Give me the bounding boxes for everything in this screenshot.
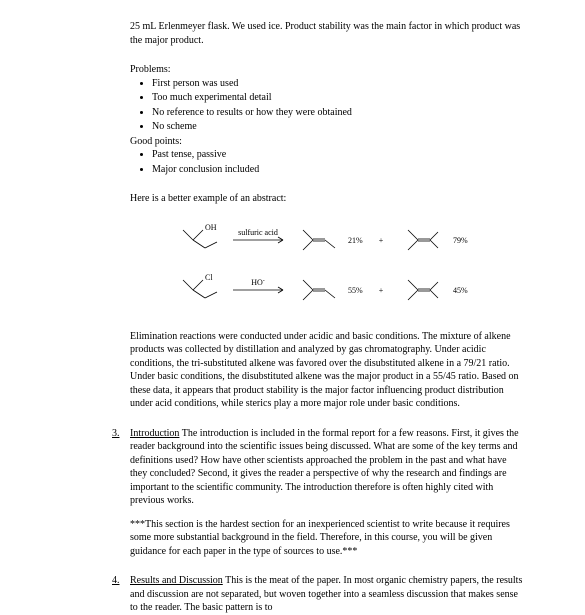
svg-text:Cl: Cl <box>205 273 213 282</box>
problems-block: Problems: First person was used Too much… <box>130 63 525 176</box>
goodpoints-heading: Good points: <box>130 135 525 149</box>
section-body: The introduction is included in the form… <box>130 428 519 507</box>
svg-text:sulfuric acid: sulfuric acid <box>238 228 278 237</box>
note-text: ***This section is the hardest section f… <box>130 519 510 557</box>
section-number: 4. <box>112 574 120 588</box>
section-title: Results and Discussion <box>130 575 223 586</box>
section-3-note: ***This section is the hardest section f… <box>130 518 525 559</box>
list-item: First person was used <box>152 77 525 91</box>
problems-heading: Problems: <box>130 63 525 77</box>
section-3-introduction: 3. Introduction The introduction is incl… <box>112 427 525 508</box>
svg-text:OH: OH <box>205 223 217 232</box>
svg-text:+: + <box>378 236 383 245</box>
svg-text:45%: 45% <box>453 286 468 295</box>
svg-text:HO-: HO- <box>251 278 265 287</box>
list-item: No reference to results or how they were… <box>152 106 525 120</box>
intro-text: 25 mL Erlenmeyer flask. We used ice. Pro… <box>130 21 520 46</box>
elimination-paragraph: Elimination reactions were conducted und… <box>130 330 525 411</box>
list-item: Past tense, passive <box>152 148 525 162</box>
section-4-results: 4. Results and Discussion This is the me… <box>112 574 525 615</box>
elim-text: Elimination reactions were conducted und… <box>130 331 519 410</box>
goodpoints-list: Past tense, passive Major conclusion inc… <box>130 148 525 176</box>
section-number: 3. <box>112 427 120 441</box>
problems-list: First person was used Too much experimen… <box>130 77 525 134</box>
svg-text:55%: 55% <box>348 286 363 295</box>
chemistry-scheme: OH sulfuric acid 21% +79% Cl HO- 55% +45% <box>163 212 493 322</box>
list-item: No scheme <box>152 120 525 134</box>
svg-text:21%: 21% <box>348 236 363 245</box>
better-example-line: Here is a better example of an abstract: <box>130 192 525 206</box>
intro-paragraph: 25 mL Erlenmeyer flask. We used ice. Pro… <box>130 20 525 47</box>
list-item: Too much experimental detail <box>152 91 525 105</box>
section-title: Introduction <box>130 428 179 439</box>
list-item: Major conclusion included <box>152 163 525 177</box>
svg-text:+: + <box>378 286 383 295</box>
svg-text:79%: 79% <box>453 236 468 245</box>
